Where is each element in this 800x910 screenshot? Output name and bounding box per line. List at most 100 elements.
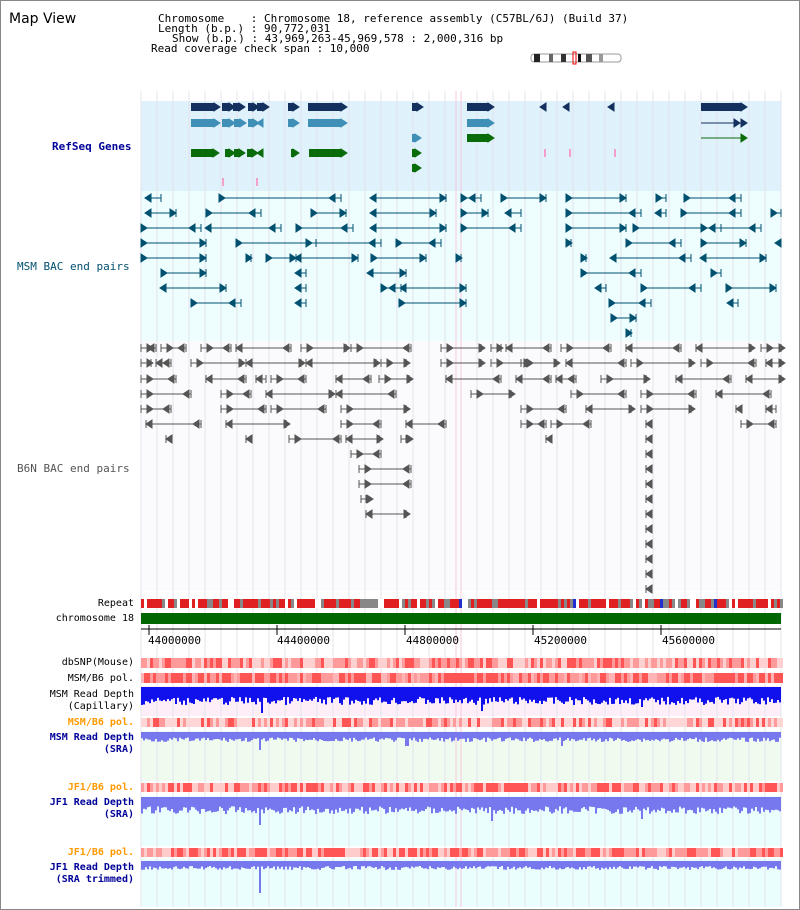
- depth-bar: [575, 861, 577, 870]
- heat-cell: [591, 848, 594, 857]
- heat-cell: [282, 658, 285, 668]
- heat-cell: [510, 848, 513, 857]
- depth-bar: [447, 687, 449, 704]
- heat-cell: [414, 848, 417, 857]
- depth-bar: [229, 861, 231, 867]
- feature-arrow: [645, 449, 653, 459]
- heat-cell: [273, 673, 276, 683]
- heat-cell: [327, 658, 330, 668]
- depth-bar: [183, 732, 185, 740]
- repeat-segment: [555, 599, 558, 608]
- heat-cell: [609, 673, 612, 683]
- heat-cell: [348, 718, 351, 727]
- msm-bac-track-label[interactable]: MSM BAC end pairs: [17, 260, 130, 273]
- heat-cell: [258, 783, 261, 792]
- heat-cell: [429, 848, 432, 857]
- heat-cell: [675, 848, 678, 857]
- repeat-segment: [552, 599, 555, 608]
- depth-bar: [521, 861, 523, 869]
- repeat-segment: [693, 599, 696, 608]
- depth-bar: [199, 687, 201, 702]
- depth-bar: [453, 797, 455, 811]
- heat-cell: [237, 658, 240, 668]
- depth-bar: [439, 861, 441, 869]
- feature-arrow: [429, 208, 437, 218]
- heat-cell: [426, 718, 429, 727]
- feature-arrow: [606, 374, 614, 384]
- depth-bar: [461, 861, 463, 869]
- feature-arrow: [356, 449, 364, 459]
- b6n-bac-track-label[interactable]: B6N BAC end pairs: [17, 462, 130, 475]
- depth-bar: [279, 861, 281, 869]
- depth-bar: [331, 797, 333, 811]
- feature-arrow: [317, 404, 325, 414]
- depth-bar: [265, 732, 267, 742]
- heat-cell: [225, 783, 228, 792]
- heat-cell: [225, 848, 228, 857]
- depth-bar: [359, 797, 361, 811]
- heat-cell: [669, 783, 672, 792]
- heat-cell: [234, 783, 237, 792]
- b6n-bac-features[interactable]: [140, 343, 786, 594]
- depth-bar: [759, 861, 761, 869]
- heat-cell: [402, 718, 405, 727]
- heat-cell: [648, 673, 651, 683]
- heat-cell: [507, 658, 510, 668]
- heat-cell: [660, 848, 663, 857]
- depth-bar: [605, 732, 607, 740]
- repeat-segment: [585, 599, 588, 608]
- heat-cell: [258, 658, 261, 668]
- depth-bar: [777, 861, 779, 870]
- heat-cell: [546, 658, 549, 668]
- depth-bar: [525, 797, 527, 811]
- heat-cell: [642, 783, 645, 792]
- feature-arrow: [205, 374, 213, 384]
- depth-bar: [211, 861, 213, 868]
- heat-cell: [609, 658, 612, 668]
- gene-block: [233, 103, 239, 111]
- feature-arrow: [398, 298, 406, 308]
- heat-cell: [288, 783, 291, 792]
- refseq-gene-features[interactable]: [191, 102, 748, 186]
- depth-bar: [425, 797, 427, 809]
- depth-bar: [491, 687, 493, 702]
- depth-bar: [357, 687, 359, 701]
- depth-bar: [737, 861, 739, 870]
- jf1-b6-pol-label-2: JF1/B6 pol.: [67, 847, 134, 858]
- heat-cell: [726, 673, 729, 683]
- feature-arrow: [706, 358, 714, 368]
- feature-arrow: [654, 208, 662, 218]
- refseq-track-label[interactable]: RefSeq Genes: [52, 140, 132, 153]
- heat-cell: [189, 658, 192, 668]
- heat-cell: [519, 783, 522, 792]
- heat-cell: [462, 848, 465, 857]
- feature-arrow: [226, 389, 234, 399]
- heat-cell: [561, 673, 564, 683]
- msm-bac-features[interactable]: [140, 193, 782, 338]
- depth-bar: [543, 797, 545, 812]
- depth-bar: [531, 732, 533, 739]
- depth-bar: [551, 797, 553, 814]
- depth-bar: [669, 732, 671, 742]
- depth-bar: [381, 732, 383, 739]
- heat-cell: [384, 848, 387, 857]
- depth-bar: [307, 861, 309, 868]
- msm-read-depth-sra-sub-label: (SRA): [103, 744, 134, 755]
- depth-bar: [685, 732, 687, 741]
- gene-mark: [256, 178, 258, 186]
- heat-cell: [249, 718, 252, 727]
- heat-cell: [177, 783, 180, 792]
- heat-cell: [192, 718, 195, 727]
- feature-arrow: [542, 374, 550, 384]
- gene-arrow: [340, 118, 348, 128]
- heat-cell: [498, 718, 501, 727]
- depth-bar: [473, 797, 475, 809]
- depth-bar: [367, 861, 369, 867]
- heat-cell: [453, 848, 456, 857]
- depth-bar: [643, 861, 645, 867]
- gene-arrow: [213, 118, 221, 128]
- repeat-segment: [567, 599, 570, 608]
- heat-cell: [441, 848, 444, 857]
- depth-bar: [417, 797, 419, 814]
